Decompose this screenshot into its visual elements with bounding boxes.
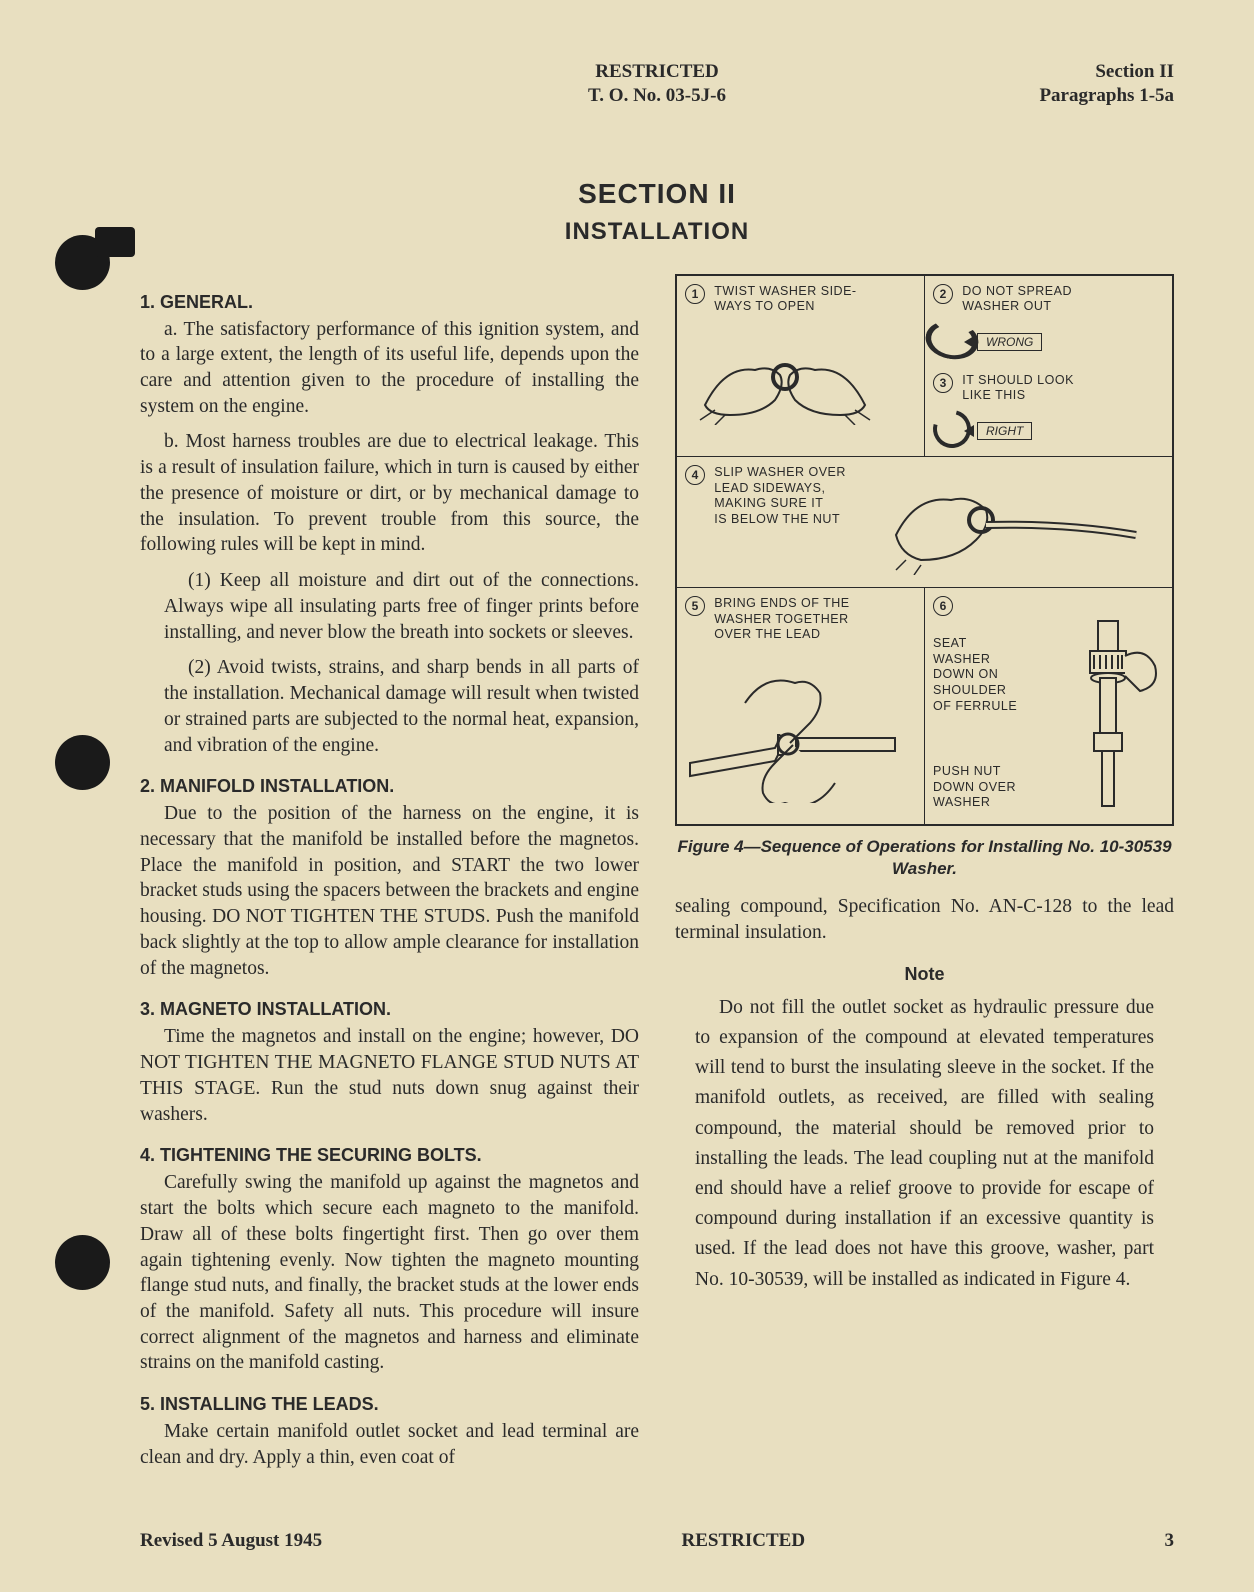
step-text: DO NOT SPREAD WASHER OUT	[962, 284, 1072, 315]
heading-manifold: 2. MANIFOLD INSTALLATION.	[140, 776, 639, 797]
body-columns: 1. GENERAL. a. The satisfactory performa…	[140, 274, 1174, 1481]
heading-tighten: 4. TIGHTENING THE SECURING BOLTS.	[140, 1145, 639, 1166]
page-header: RESTRICTED T. O. No. 03-5J-6 Section II …	[140, 60, 1174, 108]
label-right: RIGHT	[977, 422, 1032, 440]
note-heading: Note	[675, 964, 1174, 985]
step-text: IT SHOULD LOOK LIKE THIS	[962, 373, 1074, 404]
note-body: Do not fill the outlet socket as hydraul…	[675, 993, 1174, 1295]
figure-step-4: 4 SLIP WASHER OVER LEAD SIDEWAYS, MAKING…	[677, 457, 1172, 587]
para-2: Due to the position of the harness on th…	[140, 801, 639, 981]
figure-step-6: 6 SEAT WASHER DOWN ON SHOULDER OF FERRUL…	[925, 588, 1172, 824]
header-restricted: RESTRICTED	[485, 60, 830, 84]
punch-hole	[55, 1235, 110, 1290]
step-number: 1	[685, 284, 705, 304]
page-footer: Revised 5 August 1945 RESTRICTED 3	[140, 1530, 1174, 1552]
figure-caption: Figure 4—Sequence of Operations for Inst…	[675, 836, 1174, 880]
para-3: Time the magnetos and install on the eng…	[140, 1024, 639, 1127]
para-4: Carefully swing the manifold up against …	[140, 1170, 639, 1376]
ferrule-illustration	[1060, 616, 1160, 816]
header-section: Section II	[829, 60, 1174, 84]
header-to-no: T. O. No. 03-5J-6	[485, 84, 830, 108]
step-text: SLIP WASHER OVER LEAD SIDEWAYS, MAKING S…	[714, 465, 846, 528]
step-text: BRING ENDS OF THE WASHER TOGETHER OVER T…	[714, 596, 849, 643]
page: RESTRICTED T. O. No. 03-5J-6 Section II …	[0, 0, 1254, 1592]
right-column: 1 TWIST WASHER SIDE- WAYS TO OPEN	[675, 274, 1174, 1481]
para-5: Make certain manifold outlet socket and …	[140, 1419, 639, 1470]
step-text-a: SEAT WASHER DOWN ON SHOULDER OF FERRULE	[933, 636, 1017, 714]
hands-illustration	[685, 315, 885, 425]
figure-step-2-3: 2 DO NOT SPREAD WASHER OUT WRONG 3 IT SH…	[925, 276, 1172, 457]
footer-page: 3	[1165, 1530, 1175, 1552]
punch-hole-tab	[95, 227, 135, 257]
step-text-b: PUSH NUT DOWN OVER WASHER	[933, 764, 1016, 811]
heading-general: 1. GENERAL.	[140, 292, 639, 313]
label-wrong: WRONG	[977, 333, 1042, 351]
step-text: TWIST WASHER SIDE- WAYS TO OPEN	[714, 284, 856, 315]
para-1a: a. The satisfactory performance of this …	[140, 317, 639, 420]
footer-revised: Revised 5 August 1945	[140, 1530, 322, 1552]
para-cont: sealing compound, Specification No. AN-C…	[675, 894, 1174, 945]
figure-4: 1 TWIST WASHER SIDE- WAYS TO OPEN	[675, 274, 1174, 827]
header-paragraphs: Paragraphs 1-5a	[829, 84, 1174, 108]
figure-step-1: 1 TWIST WASHER SIDE- WAYS TO OPEN	[677, 276, 925, 457]
para-1b2: (2) Avoid twists, strains, and sharp ben…	[140, 655, 639, 758]
step-number: 4	[685, 465, 705, 485]
step-number: 2	[933, 284, 953, 304]
step-number: 3	[933, 373, 953, 393]
section-name: INSTALLATION	[140, 218, 1174, 246]
hand-lead-illustration	[886, 465, 1146, 575]
section-number: SECTION II	[140, 178, 1174, 210]
punch-hole	[55, 735, 110, 790]
para-1b: b. Most harness troubles are due to elec…	[140, 429, 639, 558]
left-column: 1. GENERAL. a. The satisfactory performa…	[140, 274, 639, 1481]
heading-magneto: 3. MAGNETO INSTALLATION.	[140, 999, 639, 1020]
footer-restricted: RESTRICTED	[682, 1530, 806, 1552]
figure-step-5: 5 BRING ENDS OF THE WASHER TOGETHER OVER…	[677, 588, 925, 824]
para-1b1: (1) Keep all moisture and dirt out of th…	[140, 568, 639, 645]
step-number: 5	[685, 596, 705, 616]
step-number: 6	[933, 596, 953, 616]
heading-leads: 5. INSTALLING THE LEADS.	[140, 1394, 639, 1415]
hands-lead-illustration	[685, 643, 905, 803]
